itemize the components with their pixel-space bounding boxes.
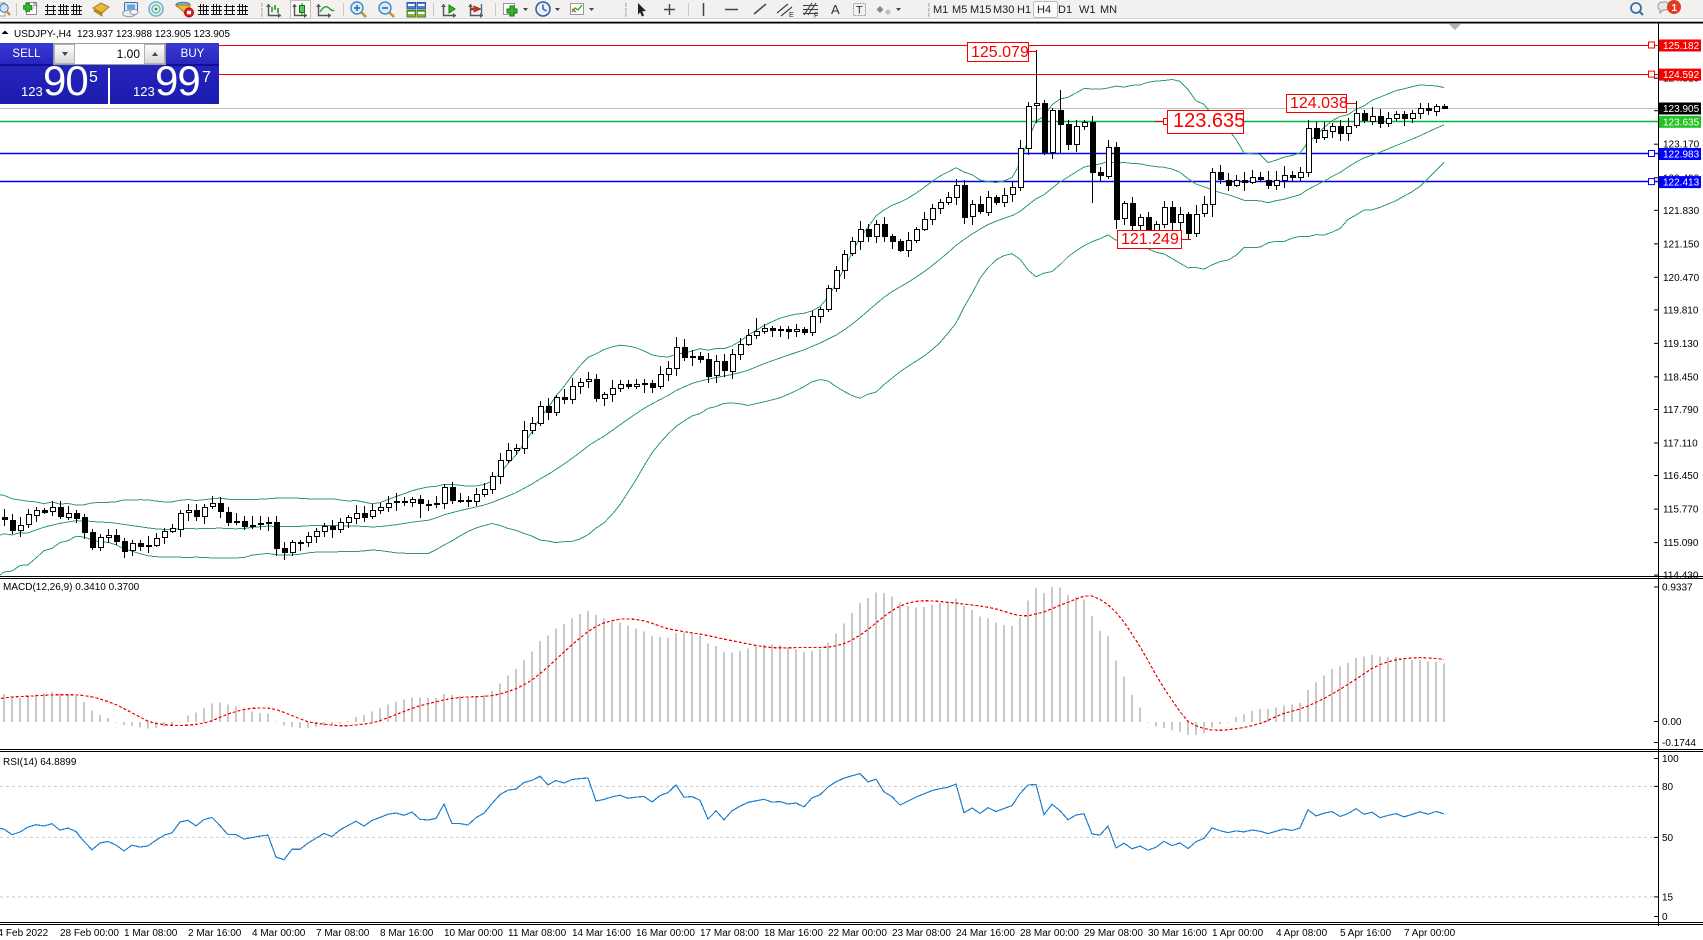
- svg-text:115.090: 115.090: [1663, 538, 1699, 549]
- svg-text:8 Mar 16:00: 8 Mar 16:00: [380, 928, 434, 939]
- svg-text:14 Mar 16:00: 14 Mar 16:00: [572, 928, 631, 939]
- svg-text:1 Mar 08:00: 1 Mar 08:00: [124, 928, 178, 939]
- svg-text:5 Apr 16:00: 5 Apr 16:00: [1340, 928, 1392, 939]
- svg-text:M30: M30: [993, 4, 1014, 16]
- svg-text:16 Mar 00:00: 16 Mar 00:00: [636, 928, 695, 939]
- svg-text:121.249: 121.249: [1121, 231, 1179, 248]
- svg-text:-0.1744: -0.1744: [1662, 738, 1696, 749]
- svg-text:H1: H1: [1017, 4, 1031, 16]
- svg-text:2 Mar 16:00: 2 Mar 16:00: [188, 928, 242, 939]
- svg-text:USDJPY-,H4 123.937 123.988 12: USDJPY-,H4 123.937 123.988 123.905 123.9…: [14, 29, 230, 40]
- svg-text:80: 80: [1662, 782, 1674, 793]
- svg-text:T: T: [856, 5, 863, 17]
- svg-text:RSI(14) 64.8899: RSI(14) 64.8899: [3, 757, 77, 768]
- svg-text:23 Mar 08:00: 23 Mar 08:00: [892, 928, 951, 939]
- svg-text:M1: M1: [933, 4, 948, 16]
- svg-text:4 Apr 08:00: 4 Apr 08:00: [1276, 928, 1328, 939]
- svg-text:0.00: 0.00: [1662, 717, 1682, 728]
- svg-text:24 Feb 2022: 24 Feb 2022: [0, 928, 49, 939]
- svg-text:M5: M5: [952, 4, 967, 16]
- svg-text:17 Mar 08:00: 17 Mar 08:00: [700, 928, 759, 939]
- svg-text:119.130: 119.130: [1663, 339, 1699, 350]
- svg-text:F: F: [814, 13, 818, 20]
- svg-text:0: 0: [1662, 912, 1668, 923]
- svg-text:28 Mar 00:00: 28 Mar 00:00: [1020, 928, 1079, 939]
- svg-text:116.450: 116.450: [1663, 471, 1699, 482]
- svg-text:115.770: 115.770: [1663, 505, 1699, 516]
- svg-text:7 Apr 00:00: 7 Apr 00:00: [1404, 928, 1456, 939]
- svg-text:120.470: 120.470: [1663, 273, 1700, 284]
- svg-text:E: E: [789, 12, 794, 19]
- svg-text:123.635: 123.635: [1663, 117, 1700, 128]
- svg-text:28 Feb 00:00: 28 Feb 00:00: [60, 928, 119, 939]
- svg-text:M15: M15: [970, 4, 991, 16]
- svg-text:A: A: [831, 2, 840, 17]
- svg-text:30 Mar 16:00: 30 Mar 16:00: [1148, 928, 1207, 939]
- svg-text:W1: W1: [1079, 4, 1096, 16]
- svg-text:124.592: 124.592: [1663, 70, 1700, 81]
- svg-text:117.790: 117.790: [1663, 405, 1699, 416]
- svg-text:117.110: 117.110: [1663, 439, 1698, 450]
- svg-text:7 Mar 08:00: 7 Mar 08:00: [316, 928, 370, 939]
- svg-text:22 Mar 00:00: 22 Mar 00:00: [828, 928, 887, 939]
- svg-text:24 Mar 16:00: 24 Mar 16:00: [956, 928, 1015, 939]
- svg-text:MACD(12,26,9) 0.3410 0.3700: MACD(12,26,9) 0.3410 0.3700: [3, 582, 140, 593]
- svg-text:18 Mar 16:00: 18 Mar 16:00: [764, 928, 823, 939]
- svg-text:119.810: 119.810: [1663, 305, 1699, 316]
- svg-text:1: 1: [1672, 3, 1678, 14]
- svg-text:118.450: 118.450: [1663, 372, 1699, 383]
- svg-text:10 Mar 00:00: 10 Mar 00:00: [444, 928, 503, 939]
- svg-text:122.413: 122.413: [1663, 178, 1700, 189]
- svg-text:121.150: 121.150: [1663, 239, 1700, 250]
- svg-text:124.038: 124.038: [1290, 95, 1348, 112]
- svg-text:11 Mar 08:00: 11 Mar 08:00: [508, 928, 567, 939]
- svg-text:100: 100: [1662, 754, 1679, 765]
- svg-text:29 Mar 08:00: 29 Mar 08:00: [1084, 928, 1143, 939]
- svg-text:H4: H4: [1037, 4, 1051, 16]
- svg-text:125.079: 125.079: [971, 44, 1029, 61]
- svg-text:122.983: 122.983: [1663, 150, 1700, 161]
- svg-text:0.9337: 0.9337: [1662, 583, 1693, 594]
- svg-text:15: 15: [1662, 892, 1674, 903]
- svg-text:123.635: 123.635: [1173, 110, 1245, 132]
- svg-text:114.430: 114.430: [1663, 571, 1699, 582]
- svg-text:D1: D1: [1058, 4, 1072, 16]
- svg-text:123.905: 123.905: [1663, 104, 1700, 115]
- svg-text:125.182: 125.182: [1663, 41, 1700, 52]
- svg-text:123.170: 123.170: [1663, 140, 1700, 151]
- svg-text:MN: MN: [1100, 4, 1117, 16]
- svg-text:121.830: 121.830: [1663, 206, 1700, 217]
- svg-text:1 Apr 00:00: 1 Apr 00:00: [1212, 928, 1264, 939]
- svg-text:50: 50: [1662, 833, 1674, 844]
- svg-text:4 Mar 00:00: 4 Mar 00:00: [252, 928, 306, 939]
